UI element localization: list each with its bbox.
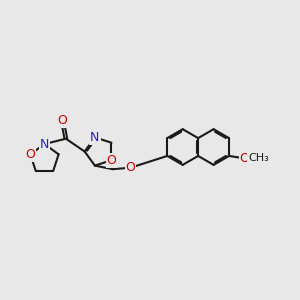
Text: O: O	[126, 161, 136, 174]
Text: O: O	[57, 114, 67, 127]
Text: N: N	[90, 131, 100, 144]
Text: CH₃: CH₃	[248, 153, 269, 163]
Text: O: O	[106, 154, 116, 167]
Text: O: O	[26, 148, 35, 161]
Text: N: N	[40, 138, 49, 151]
Text: O: O	[239, 152, 249, 165]
